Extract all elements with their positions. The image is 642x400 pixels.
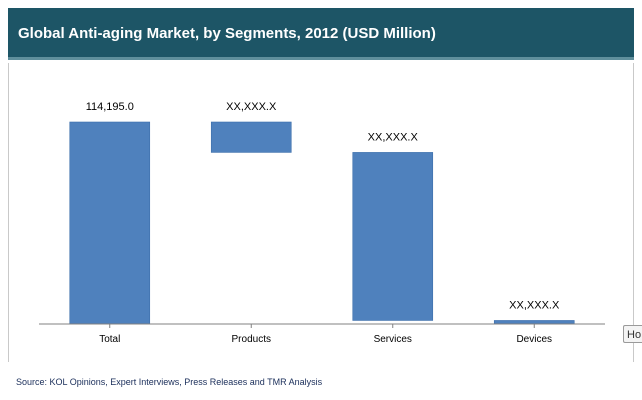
tick-label-products: Products: [232, 334, 271, 345]
data-label-services: XX,XXX.X: [368, 131, 419, 143]
tick-label-devices: Devices: [516, 334, 552, 345]
chart-frame: 114,195.0 Total XX,XXX.X Products XX,XXX.X Se…: [8, 63, 634, 362]
data-label-total: 114,195.0: [86, 101, 134, 113]
tooltip-stub: Ho: [623, 325, 642, 343]
bar-devices: [493, 320, 575, 325]
tick-label-total: Total: [99, 334, 120, 345]
data-label-products: XX,XXX.X: [226, 101, 277, 113]
bar-products: [210, 121, 292, 153]
bar-services: [352, 152, 434, 321]
bar-total: [69, 121, 151, 325]
chart-title-bar: Global Anti-aging Market, by Segments, 2…: [8, 8, 634, 60]
waterfall-chart: 114,195.0 Total XX,XXX.X Products XX,XXX.X Se…: [39, 101, 605, 345]
data-label-devices: XX,XXX.X: [509, 299, 560, 311]
chart-title: Global Anti-aging Market, by Segments, 2…: [18, 25, 436, 42]
source-note: Source: KOL Opinions, Expert Interviews,…: [16, 377, 323, 387]
tick-label-services: Services: [374, 334, 412, 345]
